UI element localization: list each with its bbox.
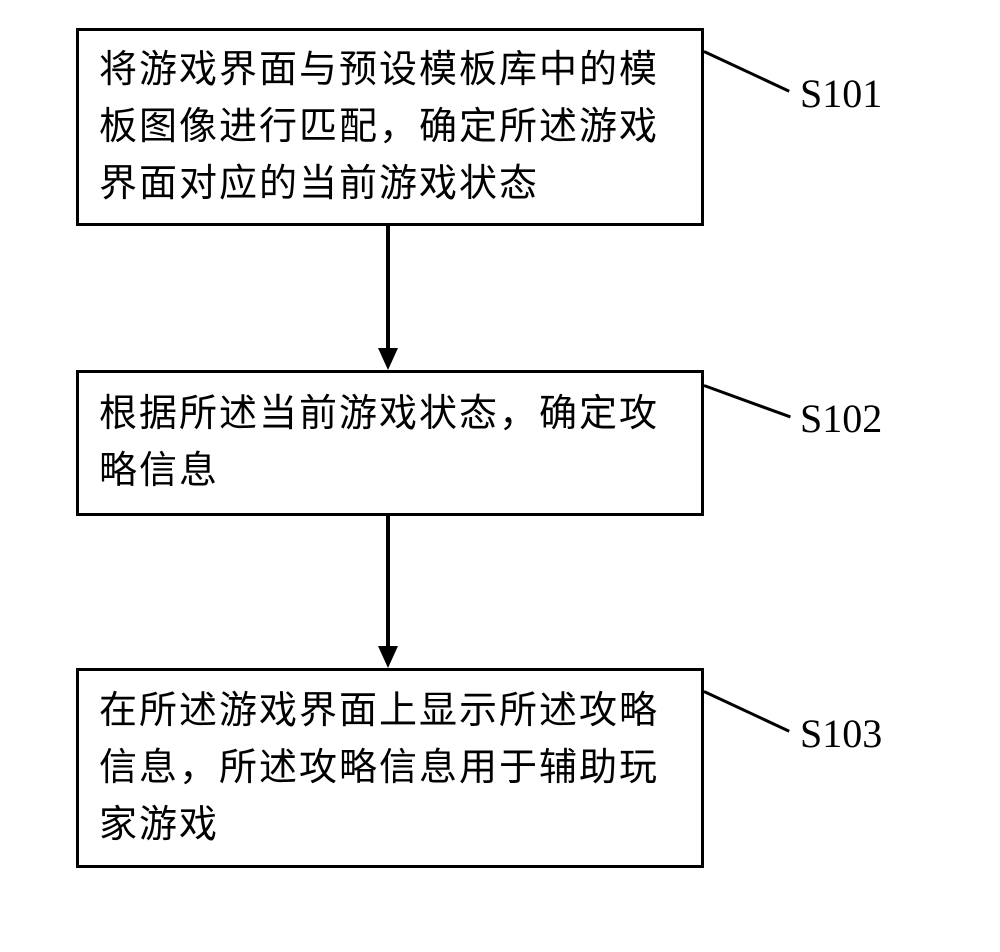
flowchart-arrow <box>386 516 390 646</box>
node-label-s101: S101 <box>800 70 882 117</box>
label-connector <box>703 384 790 418</box>
flowchart-container: 将游戏界面与预设模板库中的模板图像进行匹配，确定所述游戏界面对应的当前游戏状态 … <box>0 0 1000 952</box>
node-text: 根据所述当前游戏状态，确定攻略信息 <box>99 386 681 500</box>
flowchart-node-s101: 将游戏界面与预设模板库中的模板图像进行匹配，确定所述游戏界面对应的当前游戏状态 <box>76 28 704 226</box>
flowchart-node-s103: 在所述游戏界面上显示所述攻略信息，所述攻略信息用于辅助玩家游戏 <box>76 668 704 868</box>
label-connector <box>703 50 789 92</box>
node-text: 在所述游戏界面上显示所述攻略信息，所述攻略信息用于辅助玩家游戏 <box>99 683 681 854</box>
flowchart-node-s102: 根据所述当前游戏状态，确定攻略信息 <box>76 370 704 516</box>
arrow-head-icon <box>378 646 398 668</box>
node-label-s103: S103 <box>800 710 882 757</box>
arrow-head-icon <box>378 348 398 370</box>
label-connector <box>703 690 789 732</box>
flowchart-arrow <box>386 226 390 348</box>
node-text: 将游戏界面与预设模板库中的模板图像进行匹配，确定所述游戏界面对应的当前游戏状态 <box>99 42 681 213</box>
node-label-s102: S102 <box>800 395 882 442</box>
